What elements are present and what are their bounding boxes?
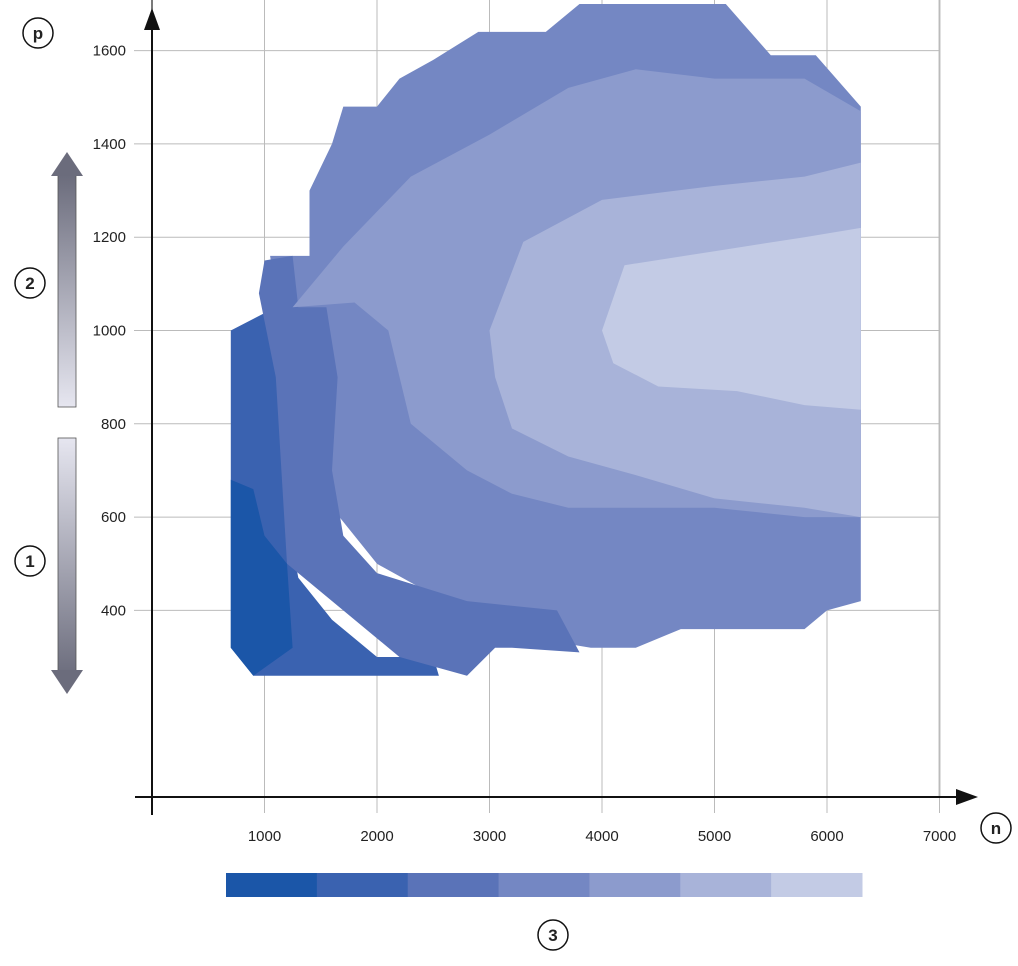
- y-tick-label: 800: [101, 416, 126, 433]
- y-tick-label: 1600: [93, 43, 126, 60]
- tick-labels: 1000 2000 3000 4000 5000 6000 7000 400 600 800 100…: [93, 43, 957, 845]
- range-arrow-2: [51, 152, 83, 408]
- x-tick-label: 6000: [810, 828, 843, 845]
- legend-swatch-1: [226, 873, 318, 897]
- legend-swatch-4: [498, 873, 590, 897]
- y-axis-arrow: [144, 8, 160, 30]
- annotation-2-badge: 2: [14, 267, 46, 299]
- axes: [135, 8, 978, 815]
- legend-swatch-7: [771, 873, 863, 897]
- legend-swatch-5: [589, 873, 681, 897]
- annotation-3-label: 3: [548, 926, 557, 945]
- annotation-3-badge: 3: [537, 919, 569, 951]
- y-tick-label: 600: [101, 509, 126, 526]
- x-tick-label: 1000: [248, 828, 281, 845]
- y-tick-label: 1200: [93, 229, 126, 246]
- contour-level-7: [602, 227, 861, 410]
- y-axis-label-badge: p: [22, 17, 54, 49]
- x-axis-arrow: [956, 789, 978, 805]
- contour-level-3: [258, 255, 580, 676]
- annotation-1-label: 1: [25, 552, 34, 571]
- contour-regions: [230, 4, 861, 676]
- y-tick-label: 1000: [93, 323, 126, 340]
- x-tick-label: 4000: [585, 828, 618, 845]
- annotation-1-badge: 1: [14, 545, 46, 577]
- y-axis-label: p: [33, 24, 43, 43]
- y-tick-label: 400: [101, 602, 126, 619]
- color-scale-legend: [226, 873, 863, 897]
- x-axis-label-badge: n: [980, 812, 1012, 844]
- x-tick-label: 2000: [360, 828, 393, 845]
- range-arrow-1: [51, 437, 83, 694]
- contour-level-1: [230, 479, 293, 676]
- annotation-2-label: 2: [25, 274, 34, 293]
- legend-swatch-3: [407, 873, 500, 897]
- legend-swatch-6: [680, 873, 772, 897]
- x-tick-label: 3000: [473, 828, 506, 845]
- legend-swatch-2: [316, 873, 409, 897]
- x-tick-label: 7000: [923, 828, 956, 845]
- x-axis-label: n: [991, 819, 1001, 838]
- x-tick-label: 5000: [698, 828, 731, 845]
- y-tick-label: 1400: [93, 136, 126, 153]
